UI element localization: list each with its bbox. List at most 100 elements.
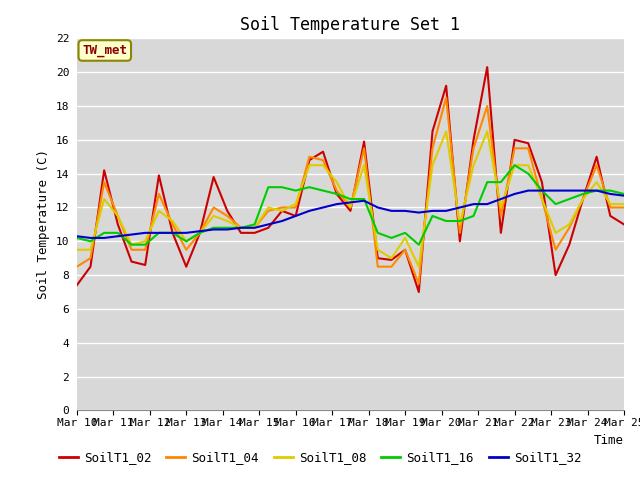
SoilT1_32: [607, 191, 614, 197]
SoilT1_08: [251, 225, 259, 231]
SoilT1_02: [607, 213, 614, 219]
Legend: SoilT1_02, SoilT1_04, SoilT1_08, SoilT1_16, SoilT1_32: SoilT1_02, SoilT1_04, SoilT1_08, SoilT1_…: [54, 446, 586, 469]
SoilT1_08: [415, 264, 422, 270]
SoilT1_32: [223, 227, 231, 232]
SoilT1_04: [579, 196, 587, 202]
SoilT1_02: [333, 191, 340, 197]
SoilT1_02: [141, 262, 149, 268]
SoilT1_32: [347, 200, 355, 205]
SoilT1_16: [415, 242, 422, 248]
SoilT1_16: [442, 218, 450, 224]
SoilT1_16: [210, 225, 218, 231]
SoilT1_32: [497, 196, 505, 202]
SoilT1_08: [73, 247, 81, 252]
SoilT1_16: [73, 235, 81, 241]
SoilT1_32: [210, 227, 218, 232]
SoilT1_02: [579, 196, 587, 202]
SoilT1_02: [552, 272, 559, 278]
SoilT1_16: [388, 235, 396, 241]
SoilT1_16: [360, 196, 368, 202]
SoilT1_04: [429, 145, 436, 151]
SoilT1_04: [374, 264, 381, 270]
SoilT1_08: [210, 213, 218, 219]
SoilT1_08: [333, 179, 340, 185]
SoilT1_02: [128, 259, 136, 264]
SoilT1_32: [114, 233, 122, 239]
SoilT1_08: [264, 204, 272, 210]
SoilT1_04: [470, 145, 477, 151]
SoilT1_16: [114, 230, 122, 236]
SoilT1_08: [182, 239, 190, 244]
SoilT1_02: [360, 139, 368, 144]
SoilT1_04: [210, 204, 218, 210]
SoilT1_02: [429, 129, 436, 134]
SoilT1_02: [347, 208, 355, 214]
SoilT1_32: [100, 235, 108, 241]
SoilT1_16: [141, 242, 149, 248]
SoilT1_02: [264, 225, 272, 231]
SoilT1_02: [511, 137, 518, 143]
SoilT1_04: [278, 204, 286, 210]
SoilT1_32: [524, 188, 532, 193]
SoilT1_04: [264, 208, 272, 214]
SoilT1_04: [292, 204, 300, 210]
SoilT1_32: [593, 188, 600, 193]
SoilT1_08: [497, 204, 505, 210]
SoilT1_04: [100, 179, 108, 185]
SoilT1_02: [292, 213, 300, 219]
SoilT1_02: [483, 64, 491, 70]
SoilT1_08: [552, 230, 559, 236]
SoilT1_02: [442, 83, 450, 89]
Text: TW_met: TW_met: [83, 44, 127, 57]
SoilT1_04: [442, 95, 450, 100]
SoilT1_16: [196, 230, 204, 236]
SoilT1_32: [155, 230, 163, 236]
SoilT1_04: [593, 162, 600, 168]
SoilT1_16: [579, 191, 587, 197]
SoilT1_32: [305, 208, 313, 214]
SoilT1_02: [155, 172, 163, 178]
SoilT1_02: [374, 255, 381, 261]
SoilT1_08: [483, 129, 491, 134]
SoilT1_16: [429, 213, 436, 219]
SoilT1_08: [374, 247, 381, 252]
SoilT1_32: [442, 208, 450, 214]
SoilT1_02: [169, 230, 177, 236]
SoilT1_04: [196, 230, 204, 236]
SoilT1_32: [620, 193, 628, 199]
SoilT1_04: [401, 247, 409, 252]
SoilT1_08: [442, 129, 450, 134]
SoilT1_08: [388, 255, 396, 261]
SoilT1_32: [388, 208, 396, 214]
SoilT1_32: [169, 230, 177, 236]
SoilT1_02: [278, 208, 286, 214]
SoilT1_32: [566, 188, 573, 193]
SoilT1_16: [374, 230, 381, 236]
SoilT1_32: [264, 222, 272, 228]
SoilT1_02: [237, 230, 245, 236]
SoilT1_02: [114, 222, 122, 228]
SoilT1_08: [305, 162, 313, 168]
SoilT1_02: [196, 230, 204, 236]
SoilT1_08: [401, 235, 409, 241]
SoilT1_04: [319, 157, 327, 163]
SoilT1_02: [470, 137, 477, 143]
SoilT1_04: [305, 154, 313, 160]
SoilT1_02: [210, 174, 218, 180]
SoilT1_04: [155, 191, 163, 197]
SoilT1_08: [524, 162, 532, 168]
SoilT1_16: [278, 184, 286, 190]
SoilT1_04: [141, 247, 149, 252]
SoilT1_08: [456, 222, 464, 228]
SoilT1_16: [319, 188, 327, 193]
SoilT1_04: [128, 247, 136, 252]
SoilT1_08: [169, 218, 177, 224]
SoilT1_32: [374, 204, 381, 210]
SoilT1_16: [223, 225, 231, 231]
SoilT1_02: [538, 179, 546, 185]
SoilT1_16: [264, 184, 272, 190]
SoilT1_32: [429, 208, 436, 214]
SoilT1_16: [456, 218, 464, 224]
SoilT1_02: [86, 264, 94, 270]
SoilT1_04: [524, 145, 532, 151]
